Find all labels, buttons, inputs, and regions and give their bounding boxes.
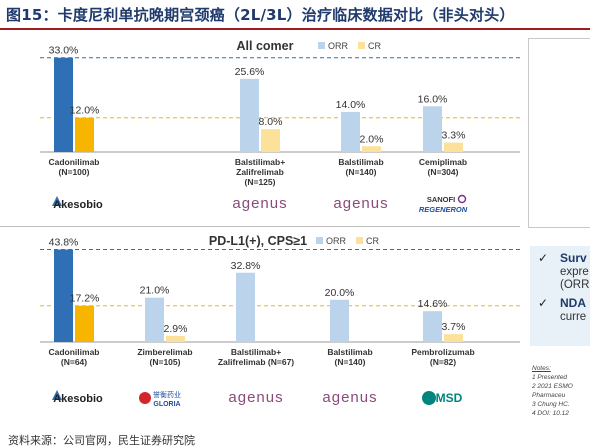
orr-bar [54,57,73,152]
category-label: (N=100) [59,167,90,177]
category-label: Pembrolizumab [411,347,474,357]
legend-swatch [316,237,323,244]
right-chart-panel [528,38,590,228]
legend-label: ORR [326,236,347,246]
panel-divider [0,226,520,227]
gloria-logo-text: GLORIA [153,401,180,408]
agenus-logo: agenus [232,195,287,212]
notes-block: Notes: 1 Presented 2 2021 ESMO Pharmaceu… [532,364,590,418]
panel-pdl1: PD-L1(+), CPS≥1 ORR CR 43.8% 17.2% Cadonilima… [40,234,520,408]
category-label: Balstilimab+ [235,157,285,167]
akesobio-logo-mark [52,390,62,400]
page-title: 图15：卡度尼利单抗晚期宫颈癌（2L/3L）治疗临床数据对比（非头对头） [6,6,515,24]
data-label: 14.6% [418,298,448,310]
panel-all-comer: All comer ORR CR 33.0% 12.0% Cadonilimab(N=10… [40,39,520,214]
orr-bar [240,78,259,152]
akesobio-logo: Akesobio [52,196,103,211]
gloria-logo-mark [139,392,151,404]
data-label: 2.9% [164,323,188,335]
note-line: 1 Presented [532,374,568,381]
note-line: Pharmaceu [532,392,566,399]
category-label: Cadonilimab [48,157,99,167]
note-line: 2 2021 ESMO [532,383,573,390]
cr-bar [166,335,185,342]
comparison-chart: All comer ORR CR33.0%12.0%Cadonilimab(N=10… [40,39,590,408]
data-label: 16.0% [418,93,448,105]
category-label: Balstilimab+ [231,347,281,357]
data-label: 20.0% [325,287,355,299]
cr-bar [444,334,463,342]
agenus-logo: agenus [322,389,377,406]
source-note: 资料来源：公司官网，民生证券研究院 [8,434,195,447]
category-label: Zalifrelimab (N=67) [218,357,294,367]
akesobio-logo: Akesobio [52,390,103,405]
chart-title: PD-L1(+), CPS≥1 [209,234,307,248]
category-label: (N=140) [346,167,377,177]
data-label: 32.8% [231,260,261,272]
legend-label: ORR [328,41,349,51]
note-line: 3 Chung HC. [532,401,570,408]
data-label: 25.6% [235,66,265,78]
category-label: (N=304) [428,167,459,177]
category-label: Zimberelimab [137,347,192,357]
orr-bar [236,272,255,342]
cr-bar [75,305,94,342]
data-label: 33.0% [49,45,79,57]
category-label: (N=64) [61,357,87,367]
legend-swatch [356,237,363,244]
orr-bar [423,106,442,152]
orr-bar [54,249,73,342]
category-label: Cemiplimab [419,157,467,167]
category-label: Zalifrelimab [236,167,284,177]
category-label: (N=105) [150,357,181,367]
category-label: Balstilimab [338,157,383,167]
cr-bar [75,117,94,152]
category-label: Cadonilimab [48,347,99,357]
gloria-logo-cn: 誉衡药业 [153,390,181,399]
data-label: 17.2% [70,293,100,305]
orr-bar [330,299,349,342]
category-label: (N=140) [335,357,366,367]
cr-bar [261,129,280,152]
akesobio-logo-text: Akesobio [53,393,103,405]
notes-title: Notes: [532,365,551,372]
category-label: (N=82) [430,357,456,367]
note-line: 4 DOI: 10.12 [532,410,569,417]
data-label: 8.0% [259,116,283,128]
agenus-logo: agenus [228,389,283,406]
sanofi-logo-mark [457,194,467,204]
akesobio-logo-text: Akesobio [53,199,103,211]
regeneron-logo: REGENERON [419,205,468,214]
chart-title: All comer [237,39,294,53]
sanofi-logo: SANOFI [427,195,455,204]
legend-swatch [318,42,325,49]
data-label: 21.0% [140,285,170,297]
title-divider [0,28,590,30]
orr-bar [145,297,164,342]
orr-bar [423,311,442,342]
data-label: 14.0% [336,99,366,111]
akesobio-logo-mark [52,196,62,206]
msd-logo-text: MSD [436,391,463,405]
right-summary-box [530,246,590,346]
data-label: 43.8% [49,237,79,249]
legend-label: CR [368,41,381,51]
msd-logo-mark [422,391,436,405]
cr-bar [362,146,381,152]
agenus-logo: agenus [333,195,388,212]
data-label: 2.0% [360,133,384,145]
data-label: 3.7% [442,321,466,333]
data-label: 3.3% [442,130,466,142]
cr-bar [444,142,463,152]
orr-bar [341,112,360,152]
data-label: 12.0% [70,105,100,117]
category-label: (N=125) [245,177,276,187]
category-label: Balstilimab [327,347,372,357]
legend-swatch [358,42,365,49]
legend-label: CR [366,236,379,246]
